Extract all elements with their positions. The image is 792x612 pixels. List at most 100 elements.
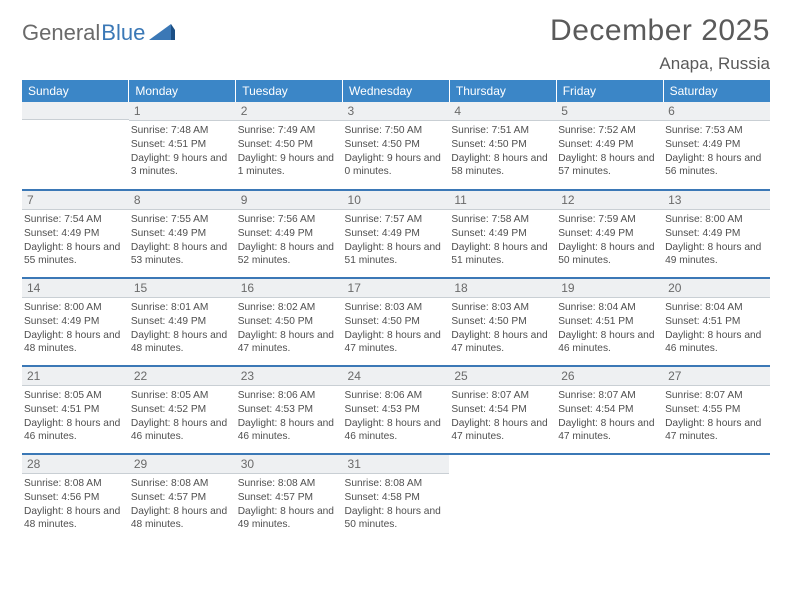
sunset-text: Sunset: 4:49 PM <box>558 138 661 152</box>
calendar-cell: 7Sunrise: 7:54 AMSunset: 4:49 PMDaylight… <box>22 190 129 278</box>
day-number-bar: 26 <box>556 367 663 386</box>
daylight-text: Daylight: 8 hours and 50 minutes. <box>345 505 448 533</box>
day-number-bar: 7 <box>22 191 129 210</box>
calendar-week-row: 7Sunrise: 7:54 AMSunset: 4:49 PMDaylight… <box>22 190 770 278</box>
sunset-text: Sunset: 4:49 PM <box>131 315 234 329</box>
sunrise-text: Sunrise: 8:01 AM <box>131 301 234 315</box>
calendar-cell: 26Sunrise: 8:07 AMSunset: 4:54 PMDayligh… <box>556 366 663 454</box>
sunrise-text: Sunrise: 8:02 AM <box>238 301 341 315</box>
sunset-text: Sunset: 4:50 PM <box>451 315 554 329</box>
day-info: Sunrise: 8:04 AMSunset: 4:51 PMDaylight:… <box>556 298 663 356</box>
sunrise-text: Sunrise: 7:55 AM <box>131 213 234 227</box>
day-info: Sunrise: 8:06 AMSunset: 4:53 PMDaylight:… <box>343 386 450 444</box>
daylight-text: Daylight: 8 hours and 46 minutes. <box>24 417 127 445</box>
day-info: Sunrise: 8:03 AMSunset: 4:50 PMDaylight:… <box>343 298 450 356</box>
day-info: Sunrise: 8:08 AMSunset: 4:57 PMDaylight:… <box>236 474 343 532</box>
day-number-bar: 16 <box>236 279 343 298</box>
sunrise-text: Sunrise: 8:07 AM <box>665 389 768 403</box>
daylight-text: Daylight: 8 hours and 47 minutes. <box>451 417 554 445</box>
calendar-cell <box>22 102 129 190</box>
day-number-bar: 1 <box>129 102 236 121</box>
daylight-text: Daylight: 8 hours and 58 minutes. <box>451 152 554 180</box>
daylight-text: Daylight: 8 hours and 46 minutes. <box>238 417 341 445</box>
day-info: Sunrise: 8:06 AMSunset: 4:53 PMDaylight:… <box>236 386 343 444</box>
day-info: Sunrise: 7:48 AMSunset: 4:51 PMDaylight:… <box>129 121 236 179</box>
daylight-text: Daylight: 8 hours and 48 minutes. <box>131 329 234 357</box>
sunrise-text: Sunrise: 8:03 AM <box>345 301 448 315</box>
daylight-text: Daylight: 8 hours and 48 minutes. <box>131 505 234 533</box>
sunset-text: Sunset: 4:51 PM <box>558 315 661 329</box>
calendar-cell: 19Sunrise: 8:04 AMSunset: 4:51 PMDayligh… <box>556 278 663 366</box>
day-info: Sunrise: 7:57 AMSunset: 4:49 PMDaylight:… <box>343 210 450 268</box>
day-number-bar: 27 <box>663 367 770 386</box>
calendar-cell: 12Sunrise: 7:59 AMSunset: 4:49 PMDayligh… <box>556 190 663 278</box>
daylight-text: Daylight: 8 hours and 55 minutes. <box>24 241 127 269</box>
day-info: Sunrise: 8:07 AMSunset: 4:54 PMDaylight:… <box>449 386 556 444</box>
day-info: Sunrise: 7:55 AMSunset: 4:49 PMDaylight:… <box>129 210 236 268</box>
day-info: Sunrise: 7:50 AMSunset: 4:50 PMDaylight:… <box>343 121 450 179</box>
sunrise-text: Sunrise: 7:53 AM <box>665 124 768 138</box>
weekday-header: Friday <box>556 80 663 102</box>
sunrise-text: Sunrise: 8:04 AM <box>558 301 661 315</box>
day-number-bar: 4 <box>449 102 556 121</box>
daylight-text: Daylight: 8 hours and 47 minutes. <box>665 417 768 445</box>
day-info: Sunrise: 8:05 AMSunset: 4:52 PMDaylight:… <box>129 386 236 444</box>
calendar-cell: 9Sunrise: 7:56 AMSunset: 4:49 PMDaylight… <box>236 190 343 278</box>
daylight-text: Daylight: 8 hours and 48 minutes. <box>24 505 127 533</box>
day-info: Sunrise: 7:51 AMSunset: 4:50 PMDaylight:… <box>449 121 556 179</box>
daylight-text: Daylight: 8 hours and 53 minutes. <box>131 241 234 269</box>
sunset-text: Sunset: 4:49 PM <box>451 227 554 241</box>
daylight-text: Daylight: 8 hours and 56 minutes. <box>665 152 768 180</box>
location-subtitle: Anapa, Russia <box>550 54 770 74</box>
daylight-text: Daylight: 8 hours and 47 minutes. <box>451 329 554 357</box>
day-info: Sunrise: 7:59 AMSunset: 4:49 PMDaylight:… <box>556 210 663 268</box>
sunrise-text: Sunrise: 8:07 AM <box>558 389 661 403</box>
sunrise-text: Sunrise: 8:07 AM <box>451 389 554 403</box>
day-info: Sunrise: 7:53 AMSunset: 4:49 PMDaylight:… <box>663 121 770 179</box>
sunrise-text: Sunrise: 8:04 AM <box>665 301 768 315</box>
sunset-text: Sunset: 4:57 PM <box>238 491 341 505</box>
day-number-bar: 15 <box>129 279 236 298</box>
sunset-text: Sunset: 4:49 PM <box>665 227 768 241</box>
day-info: Sunrise: 8:04 AMSunset: 4:51 PMDaylight:… <box>663 298 770 356</box>
weekday-header: Sunday <box>22 80 129 102</box>
day-number-bar: 23 <box>236 367 343 386</box>
daylight-text: Daylight: 9 hours and 3 minutes. <box>131 152 234 180</box>
logo-triangle-icon <box>149 22 175 45</box>
sunset-text: Sunset: 4:55 PM <box>665 403 768 417</box>
daylight-text: Daylight: 8 hours and 52 minutes. <box>238 241 341 269</box>
day-info: Sunrise: 7:58 AMSunset: 4:49 PMDaylight:… <box>449 210 556 268</box>
calendar-week-row: 28Sunrise: 8:08 AMSunset: 4:56 PMDayligh… <box>22 454 770 542</box>
calendar-cell: 13Sunrise: 8:00 AMSunset: 4:49 PMDayligh… <box>663 190 770 278</box>
daylight-text: Daylight: 8 hours and 46 minutes. <box>345 417 448 445</box>
calendar-page: General Blue December 2025 Anapa, Russia… <box>0 0 792 612</box>
day-number-bar: 22 <box>129 367 236 386</box>
sunrise-text: Sunrise: 7:58 AM <box>451 213 554 227</box>
weekday-header: Tuesday <box>236 80 343 102</box>
day-info: Sunrise: 7:49 AMSunset: 4:50 PMDaylight:… <box>236 121 343 179</box>
sunrise-text: Sunrise: 8:08 AM <box>24 477 127 491</box>
calendar-cell: 31Sunrise: 8:08 AMSunset: 4:58 PMDayligh… <box>343 454 450 542</box>
day-number-bar: 28 <box>22 455 129 474</box>
calendar-cell: 23Sunrise: 8:06 AMSunset: 4:53 PMDayligh… <box>236 366 343 454</box>
sunset-text: Sunset: 4:52 PM <box>131 403 234 417</box>
calendar-cell: 29Sunrise: 8:08 AMSunset: 4:57 PMDayligh… <box>129 454 236 542</box>
sunrise-text: Sunrise: 7:59 AM <box>558 213 661 227</box>
calendar-cell: 4Sunrise: 7:51 AMSunset: 4:50 PMDaylight… <box>449 102 556 190</box>
sunrise-text: Sunrise: 8:08 AM <box>345 477 448 491</box>
calendar-cell: 30Sunrise: 8:08 AMSunset: 4:57 PMDayligh… <box>236 454 343 542</box>
sunrise-text: Sunrise: 8:06 AM <box>238 389 341 403</box>
sunrise-text: Sunrise: 8:00 AM <box>665 213 768 227</box>
sunrise-text: Sunrise: 7:52 AM <box>558 124 661 138</box>
day-number-bar: 5 <box>556 102 663 121</box>
sunset-text: Sunset: 4:50 PM <box>451 138 554 152</box>
sunrise-text: Sunrise: 7:50 AM <box>345 124 448 138</box>
day-info: Sunrise: 8:02 AMSunset: 4:50 PMDaylight:… <box>236 298 343 356</box>
sunset-text: Sunset: 4:49 PM <box>345 227 448 241</box>
daylight-text: Daylight: 8 hours and 47 minutes. <box>558 417 661 445</box>
day-info: Sunrise: 7:52 AMSunset: 4:49 PMDaylight:… <box>556 121 663 179</box>
day-number-bar: 13 <box>663 191 770 210</box>
day-info: Sunrise: 7:54 AMSunset: 4:49 PMDaylight:… <box>22 210 129 268</box>
sunset-text: Sunset: 4:49 PM <box>665 138 768 152</box>
calendar-cell: 3Sunrise: 7:50 AMSunset: 4:50 PMDaylight… <box>343 102 450 190</box>
